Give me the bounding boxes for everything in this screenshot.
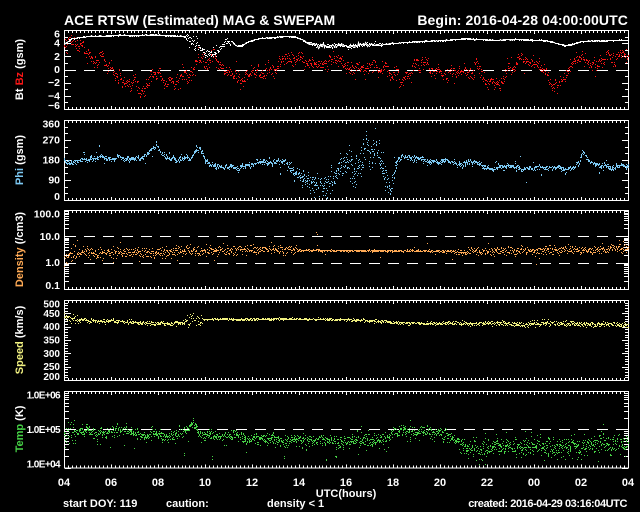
svg-text:22: 22 (481, 477, 493, 489)
svg-text:14: 14 (293, 477, 306, 489)
svg-text:12: 12 (246, 477, 258, 489)
svg-text:20: 20 (434, 477, 446, 489)
svg-text:1.0: 1.0 (45, 257, 60, 269)
svg-text:300: 300 (43, 349, 60, 360)
svg-text:08: 08 (152, 477, 164, 489)
svg-text:Density (/cm3): Density (/cm3) (14, 212, 26, 288)
svg-text:06: 06 (105, 477, 117, 489)
svg-text:Begin: 2016-04-28 04:00:00UTC: Begin: 2016-04-28 04:00:00UTC (417, 12, 628, 28)
svg-text:04: 04 (622, 477, 635, 489)
svg-text:02: 02 (575, 477, 587, 489)
svg-text:04: 04 (58, 477, 71, 489)
svg-text:400: 400 (43, 322, 60, 333)
svg-text:Temp (K): Temp (K) (14, 405, 26, 452)
svg-text:created: 2016-04-29 03:16:04UT: created: 2016-04-29 03:16:04UTC (468, 498, 627, 510)
svg-text:1.0E+05: 1.0E+05 (27, 425, 61, 436)
svg-text:caution:: caution: (166, 498, 209, 510)
svg-text:4: 4 (54, 38, 60, 50)
svg-text:250: 250 (43, 362, 60, 373)
svg-text:200: 200 (43, 372, 60, 383)
svg-text:100.0: 100.0 (34, 209, 60, 221)
svg-text:0: 0 (54, 64, 60, 76)
svg-text:2: 2 (54, 51, 60, 63)
svg-text:0: 0 (54, 191, 60, 203)
svg-text:10: 10 (199, 477, 211, 489)
svg-text:UTC(hours): UTC(hours) (316, 488, 377, 500)
svg-text:−4: −4 (48, 90, 60, 102)
svg-text:6: 6 (54, 29, 60, 41)
svg-text:ACE RTSW (Estimated) MAG & SWE: ACE RTSW (Estimated) MAG & SWEPAM (64, 12, 335, 28)
svg-text:90: 90 (48, 175, 60, 187)
svg-text:270: 270 (42, 135, 60, 147)
svg-text:0.1: 0.1 (45, 280, 60, 292)
svg-text:16: 16 (340, 477, 352, 489)
svg-text:Speed (km/s): Speed (km/s) (14, 305, 26, 374)
svg-text:500: 500 (43, 300, 60, 311)
svg-text:Phi (gsm): Phi (gsm) (14, 135, 26, 185)
svg-text:00: 00 (528, 477, 540, 489)
svg-text:350: 350 (43, 336, 60, 347)
svg-text:10.0: 10.0 (40, 231, 61, 243)
svg-text:density < 1: density < 1 (267, 498, 324, 510)
svg-text:180: 180 (42, 155, 60, 167)
svg-text:−6: −6 (48, 100, 60, 112)
svg-text:Bt Bz (gsm): Bt Bz (gsm) (14, 39, 26, 100)
svg-text:start DOY: 119: start DOY: 119 (63, 498, 137, 510)
svg-text:18: 18 (387, 477, 399, 489)
svg-text:−2: −2 (48, 77, 60, 89)
svg-text:1.0E+06: 1.0E+06 (27, 391, 61, 402)
svg-text:1.0E+04: 1.0E+04 (27, 460, 61, 471)
svg-text:360: 360 (42, 119, 60, 131)
svg-text:450: 450 (43, 309, 60, 320)
